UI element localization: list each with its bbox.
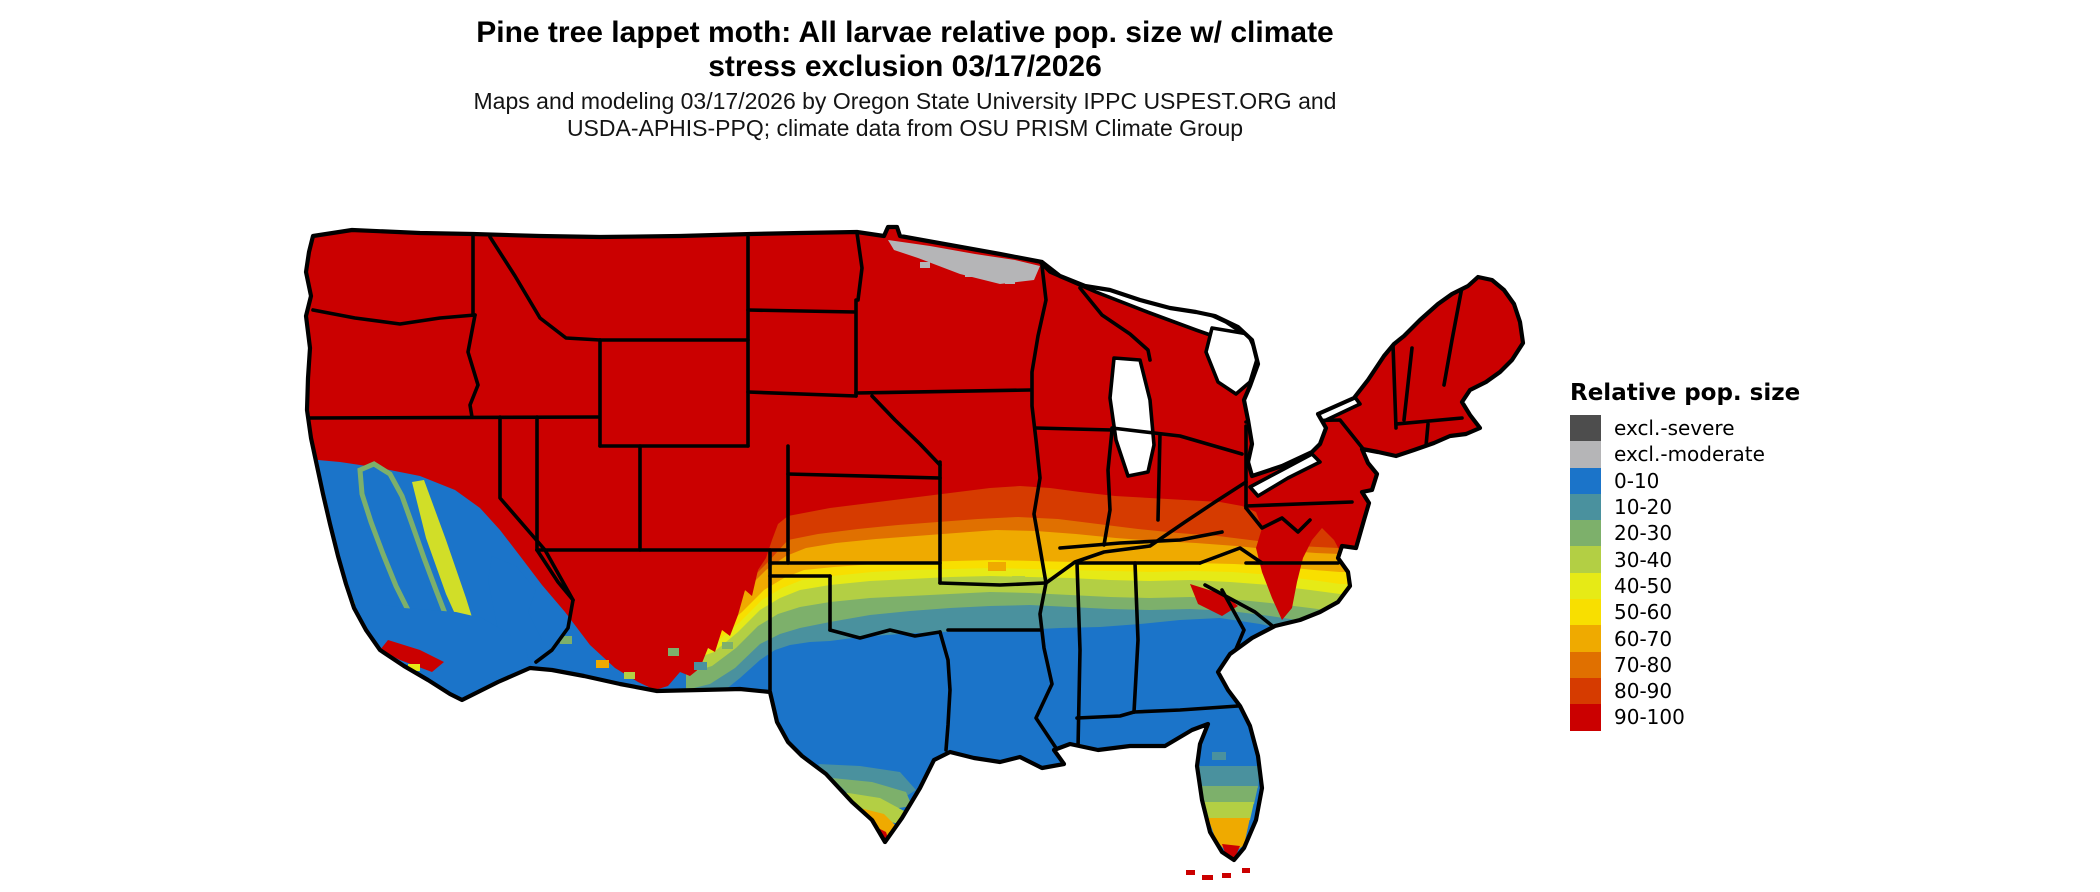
legend-entry-label: 40-50 (1614, 573, 1673, 598)
legend-swatch (1570, 441, 1601, 468)
legend-row: 60-70 (1570, 625, 1800, 652)
map-excl-speckle (920, 262, 930, 268)
page-subtitle: Maps and modeling 03/17/2026 by Oregon S… (230, 88, 1580, 142)
legend-row: excl.-severe (1570, 415, 1800, 442)
map-speckle (1012, 576, 1025, 583)
legend-title: Relative pop. size (1570, 380, 1801, 406)
legend-swatch (1570, 415, 1601, 442)
legend-row: 50-60 (1570, 599, 1800, 626)
legend-entry-label: excl.-moderate (1614, 442, 1765, 467)
map-sierra-fringe (412, 480, 476, 634)
map-stx-ygreen (842, 792, 906, 824)
legend-entry-label: 30-40 (1614, 547, 1673, 572)
map-socal-mountains (380, 640, 444, 672)
map-speckle (596, 660, 609, 668)
state-borders (306, 231, 1464, 752)
subtitle-line-1: Maps and modeling 03/17/2026 by Oregon S… (473, 88, 1337, 114)
legend-swatch (1570, 520, 1601, 547)
lake-erie (1248, 452, 1322, 498)
legend-swatch (1570, 704, 1601, 731)
map-speckle (722, 642, 733, 649)
subtitle-line-2: USDA-APHIS-PPQ; climate data from OSU PR… (566, 115, 1244, 141)
legend-entry-label: 70-80 (1614, 652, 1673, 677)
legend-entry-label: 0-10 (1614, 468, 1660, 493)
legend-swatch (1570, 599, 1601, 626)
legend-swatch (1570, 651, 1601, 678)
map-speckle (560, 636, 572, 644)
legend-entry-label: excl.-severe (1614, 416, 1735, 441)
legend-entry-label: 60-70 (1614, 626, 1673, 651)
page-title: Pine tree lappet moth: All larvae relati… (230, 16, 1580, 84)
title-line-2: stress exclusion 03/17/2026 (708, 50, 1102, 83)
map-socal (352, 604, 530, 700)
legend-row: 90-100 (1570, 704, 1800, 731)
map-speckle (408, 664, 420, 671)
legend-entry-label: 20-30 (1614, 521, 1673, 546)
legend-swatch (1570, 677, 1601, 705)
map-speckle (668, 648, 679, 656)
legend-row: 0-10 (1570, 467, 1800, 494)
map-stx-green (832, 778, 912, 810)
map-excl-speckle (1005, 278, 1015, 284)
map-ca-coast-orange (315, 560, 332, 592)
map-excl-speckle (965, 270, 977, 277)
legend-entry-label: 10-20 (1614, 495, 1673, 520)
map-ca-coast-orange (328, 600, 344, 625)
legend-row: 30-40 (1570, 546, 1800, 573)
map-speckle (624, 672, 635, 679)
legend-row: excl.-moderate (1570, 441, 1800, 468)
title-line-1: Pine tree lappet moth: All larvae relati… (476, 16, 1334, 49)
map-sfl-ygreen (1204, 802, 1254, 820)
legend-swatch (1570, 572, 1601, 600)
legend-swatch (1570, 625, 1601, 652)
legend-row: 80-90 (1570, 677, 1800, 705)
florida-keys (1186, 868, 1250, 880)
legend-entries: excl.-severe excl.-moderate 0-10 10-20 2… (1570, 415, 1800, 731)
map-sfl-teal (1196, 766, 1260, 788)
map-speckle (988, 562, 1006, 571)
legend-entry-label: 50-60 (1614, 600, 1673, 625)
map-speckle (694, 662, 707, 670)
us-outline (303, 224, 1526, 863)
lake-michigan (1108, 356, 1156, 478)
legend-row: 10-20 (1570, 493, 1800, 521)
legend-row: 40-50 (1570, 572, 1800, 600)
legend-row: 70-80 (1570, 651, 1800, 678)
map-sfl-green (1200, 786, 1258, 804)
legend-entry-label: 80-90 (1614, 679, 1673, 704)
legend: Relative pop. size excl.-severe excl.-mo… (1570, 380, 1800, 731)
map-speckle (1212, 752, 1226, 760)
legend-row: 20-30 (1570, 520, 1800, 547)
map-excl-moderate-patch (888, 240, 1040, 284)
map-red-smokies-patch (1190, 584, 1238, 616)
legend-swatch (1570, 493, 1601, 521)
legend-swatch (1570, 546, 1601, 573)
legend-entry-label: 90-100 (1614, 705, 1685, 730)
legend-swatch (1570, 467, 1601, 494)
